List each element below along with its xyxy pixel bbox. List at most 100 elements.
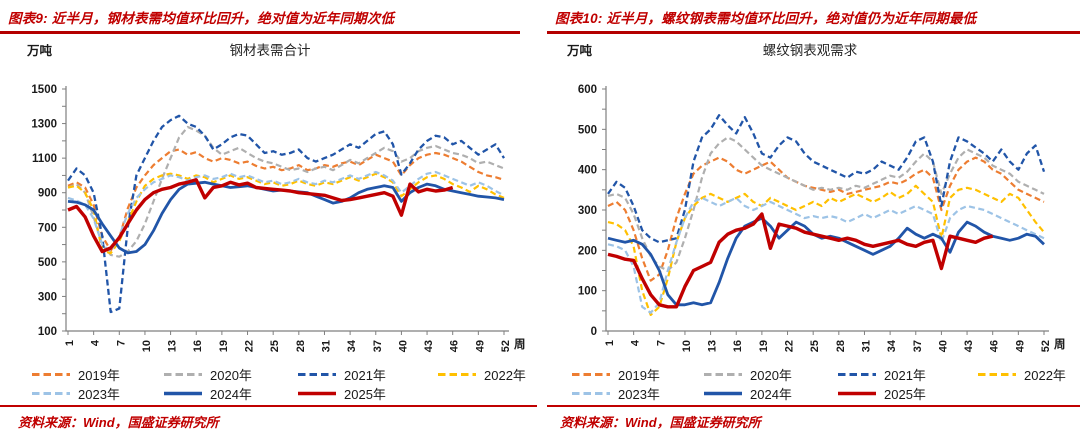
y-axis-unit-label: 万吨 (27, 44, 53, 58)
x-tick-label: 49 (1014, 340, 1026, 352)
x-tick-label: 52 (500, 340, 512, 352)
x-tick-label: 31 (320, 340, 332, 352)
legend-swatch-2025 (298, 391, 336, 395)
source-divider (0, 405, 537, 407)
x-tick-label: 13 (707, 340, 719, 352)
series-line-2025 (67, 178, 454, 254)
y-tick-label: 300 (38, 291, 57, 303)
series-line-2025 (607, 212, 994, 309)
series-line-2021 (607, 114, 1046, 244)
legend-swatch-2021 (838, 372, 876, 376)
legend-label: 2023年 (618, 386, 660, 402)
y-tick-label: 700 (38, 222, 57, 234)
legend-label: 2020年 (750, 367, 792, 383)
x-tick-label: 19 (758, 340, 770, 352)
x-tick-label: 22 (784, 340, 796, 352)
chart-title-row: 万吨 钢材表需合计 (0, 36, 540, 59)
source-divider (547, 405, 1080, 407)
line-chart-steel-total-demand: 100 300 500 700 900 1100 1300 1500 1 4 7 10 13 16 19 22… (31, 84, 525, 352)
legend-label: 2022年 (1024, 367, 1066, 383)
legend-swatch-2024 (704, 391, 742, 395)
y-tick-label: 200 (578, 245, 597, 257)
source-note: 资料来源：Wind，国盛证券研究所 (18, 415, 219, 430)
legend-item-2021: 2021年 (837, 365, 977, 383)
legend-item-2021: 2021年 (297, 365, 437, 383)
legend-item-2024: 2024年 (703, 384, 837, 402)
x-tick-label: 46 (989, 340, 1001, 352)
x-tick-label: 43 (423, 340, 435, 352)
x-tick-label: 25 (269, 340, 281, 352)
x-tick-label: 34 (886, 339, 898, 352)
legend-item-2020: 2020年 (163, 365, 297, 383)
legend-label: 2019年 (78, 367, 120, 383)
legend-swatch-2019 (32, 372, 70, 376)
series-line-2019 (607, 156, 1045, 282)
y-tick-label: 1100 (32, 153, 57, 165)
legend-item-2022: 2022年 (977, 365, 1080, 383)
legend-label: 2025年 (344, 386, 386, 402)
figure-caption: 图表9: 近半月，钢材表需均值环比回升，绝对值为近年同期次低 (8, 11, 395, 26)
series-line-2023 (607, 196, 1045, 314)
x-tick-label: 4 (630, 339, 642, 346)
series-line-2023 (67, 170, 505, 253)
x-tick-label: 49 (474, 340, 486, 352)
x-tick-label: 19 (218, 340, 230, 352)
x-tick-label: 10 (141, 340, 153, 352)
x-tick-label: 22 (244, 340, 256, 352)
legend-swatch-2023 (572, 391, 610, 395)
legend-item-2025: 2025年 (297, 384, 437, 402)
legend-item-2023: 2023年 (571, 384, 703, 402)
x-tick-label: 10 (681, 340, 693, 352)
x-tick-label: 28 (295, 340, 307, 352)
x-tick-label: 16 (732, 340, 744, 352)
legend: 2019年 2020年 2021年 2022年 2023年 2024年 2025年 (540, 365, 1080, 402)
source-note: 资料来源：Wind，国盛证券研究所 (560, 415, 761, 430)
chart-title: 螺纹钢表观需求 (762, 43, 858, 58)
axis-lines (65, 86, 509, 332)
legend-item-2024: 2024年 (163, 384, 297, 402)
legend-swatch-2024 (164, 391, 202, 395)
legend-label: 2022年 (484, 367, 526, 383)
legend-item-2019: 2019年 (31, 365, 163, 383)
legend-label: 2021年 (884, 367, 926, 383)
legend-item-2019: 2019年 (571, 365, 703, 383)
x-tick-label: 28 (835, 340, 847, 352)
chart-title-row: 万吨 螺纹钢表观需求 (540, 36, 1080, 59)
caption-divider (0, 31, 520, 34)
legend-label: 2024年 (210, 386, 252, 402)
x-axis-unit-label: 周 (1054, 337, 1066, 351)
legend-swatch-2025 (838, 391, 876, 395)
y-tick-label: 100 (38, 326, 57, 338)
panel-rebar-demand: 图表10: 近半月，螺纹钢表需均值环比回升，绝对值仍为近年同期最低 万吨 螺纹钢… (540, 0, 1080, 431)
y-tick-label: 1300 (31, 119, 57, 131)
x-tick-label: 43 (963, 340, 975, 352)
x-tick-label: 40 (937, 340, 949, 352)
y-axis-unit-label: 万吨 (567, 44, 593, 58)
chart-title: 钢材表需合计 (229, 43, 311, 58)
x-tick-label: 1 (64, 340, 76, 346)
y-tick-label: 400 (578, 165, 597, 177)
x-tick-label: 40 (397, 340, 409, 352)
legend-swatch-2021 (298, 372, 336, 376)
y-tick-label: 600 (578, 84, 597, 96)
legend: 2019年 2020年 2021年 2022年 2023年 2024年 2025年 (0, 365, 540, 402)
y-tick-label: 300 (578, 205, 597, 217)
legend-swatch-2020 (164, 372, 202, 376)
y-tick-label: 1500 (31, 84, 57, 96)
series-line-2022 (607, 184, 1045, 316)
legend-label: 2019年 (618, 367, 660, 383)
series-line-2021 (67, 114, 505, 314)
panel-steel-total: 图表9: 近半月，钢材表需均值环比回升，绝对值为近年同期次低 万吨 钢材表需合计… (0, 11, 540, 430)
x-tick-label: 13 (167, 340, 179, 352)
legend-label: 2023年 (78, 386, 120, 402)
y-tick-label: 0 (591, 326, 597, 338)
legend-item-2022: 2022年 (437, 365, 540, 383)
legend-swatch-2020 (704, 372, 742, 376)
x-tick-label: 7 (655, 340, 667, 346)
legend-swatch-2022 (978, 372, 1016, 376)
x-tick-label: 37 (372, 340, 384, 352)
y-tick-label: 500 (578, 124, 597, 136)
y-tick-label: 500 (38, 257, 57, 269)
y-tick-label: 900 (38, 188, 57, 200)
